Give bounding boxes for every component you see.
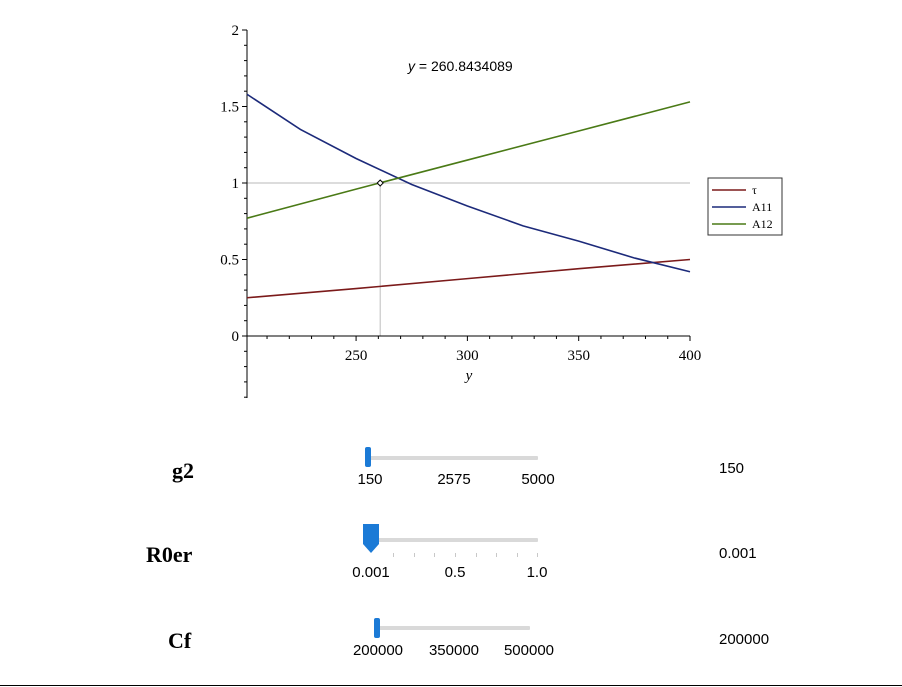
- slider-tick-label: 0.5: [444, 564, 466, 581]
- slider-tick-label: 2575: [437, 471, 471, 488]
- legend-label: τ: [752, 183, 757, 197]
- slider-value-g2: 150: [719, 460, 745, 477]
- line-chart: 0 0.5 1 1.5 2 250 300 350 400 y = 260.8434089 y …: [220, 23, 783, 398]
- intersection-marker: [376, 179, 384, 187]
- series-line-2: [246, 93, 691, 273]
- x-axis-label: y: [464, 368, 473, 384]
- y-tick-label: 0: [232, 329, 240, 345]
- slider-thumb[interactable]: [363, 524, 379, 554]
- slider-tick-label: 150: [357, 471, 383, 488]
- y-tick-label: 1: [232, 176, 240, 192]
- legend-label: A11: [752, 200, 772, 214]
- annotation-var: y: [407, 58, 416, 74]
- slider-value-cf: 200000: [719, 631, 770, 648]
- series-line-3: [246, 101, 691, 219]
- slider-label-g2: g2: [172, 458, 194, 483]
- x-tick-label: 250: [345, 348, 368, 364]
- y-tick-label: 0.5: [220, 253, 239, 269]
- slider-tick-label: 0.001: [352, 564, 390, 581]
- x-tick-label: 300: [456, 348, 479, 364]
- slider-track[interactable]: [372, 538, 538, 542]
- legend: τ A11 A12: [707, 177, 783, 236]
- slider-tick-label: 1.0: [526, 564, 548, 581]
- slider-minor-tick: [537, 553, 538, 557]
- slider-minor-tick: [455, 553, 456, 557]
- slider-tick-label: 500000: [503, 642, 555, 659]
- slider-thumb[interactable]: [374, 618, 380, 638]
- slider-thumb[interactable]: [365, 447, 371, 467]
- slider-value-r0er: 0.001: [719, 545, 757, 562]
- slider-track[interactable]: [376, 626, 530, 630]
- bottom-divider: [0, 685, 902, 686]
- slider-minor-tick: [517, 553, 518, 557]
- slider-label-r0er: R0er: [146, 542, 193, 567]
- slider-minor-tick: [414, 553, 415, 557]
- slider-minor-tick: [496, 553, 497, 557]
- series-line-1: [246, 258, 691, 299]
- slider-tick-label: 350000: [428, 642, 480, 659]
- slider-tick-label: 5000: [521, 471, 555, 488]
- slider-track[interactable]: [368, 456, 538, 460]
- slider-minor-tick: [434, 553, 435, 557]
- annotation-equation: = 260.8434089: [415, 58, 513, 74]
- slider-label-cf: Cf: [168, 628, 192, 653]
- slider-minor-tick: [476, 553, 477, 557]
- y-tick-label: 1.5: [220, 100, 239, 116]
- slider-tick-label: 200000: [352, 642, 404, 659]
- y-tick-label: 2: [232, 23, 240, 39]
- slider-minor-tick: [393, 553, 394, 557]
- x-tick-label: 350: [567, 348, 590, 364]
- annotation-text: y = 260.8434089: [407, 58, 513, 74]
- x-tick-label: 400: [679, 348, 702, 364]
- legend-label: A12: [752, 217, 773, 231]
